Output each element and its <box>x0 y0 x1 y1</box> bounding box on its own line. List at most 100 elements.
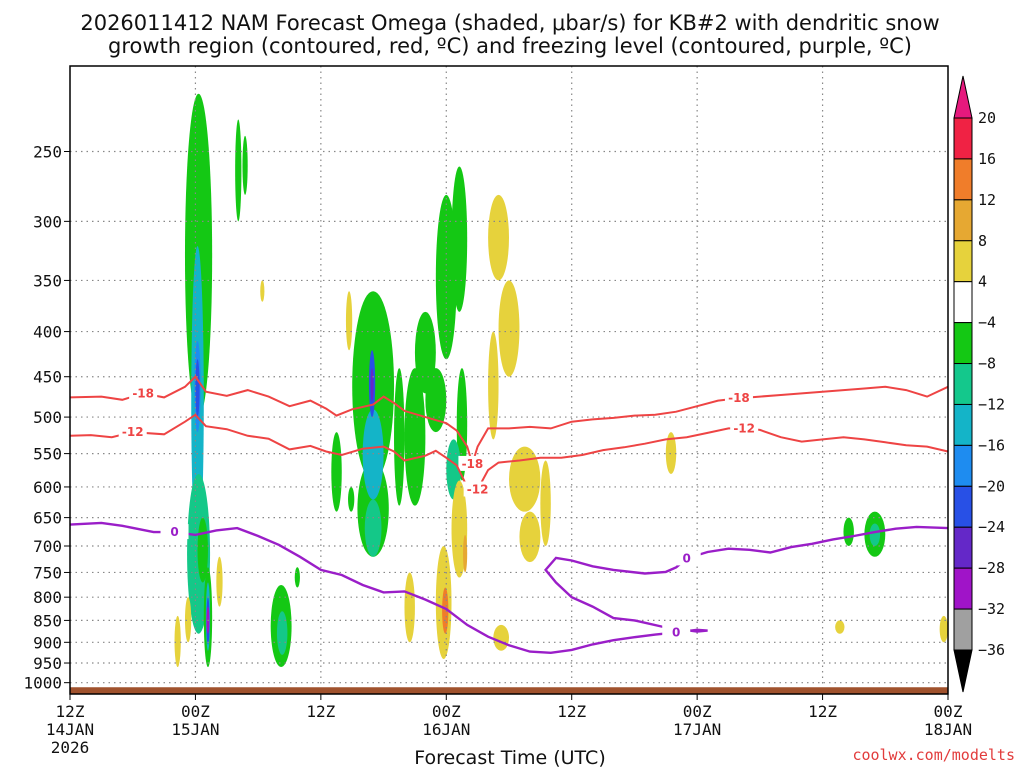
colorbar: 20 16 12 8 4 −4 −8 −12 −16 −20 −24 −28 −32 −36 <box>953 75 1005 693</box>
y-tick-label: 850 <box>33 611 62 630</box>
omega-shade-cell <box>843 517 854 547</box>
x-tick-label: 12Z <box>557 702 586 721</box>
omega-shade-cell <box>294 567 300 588</box>
chart-title-line1: 2026011412 NAM Forecast Omega (shaded, μ… <box>80 11 939 35</box>
y-tick-label: 950 <box>33 654 62 673</box>
dgz_minus18-contour-label-bg <box>724 390 753 406</box>
y-tick-label: 800 <box>33 588 62 607</box>
colorbar-bottom-triangle <box>953 649 973 693</box>
omega-shade-cell <box>451 166 468 312</box>
dgz_minus12-contour-label: -12 <box>733 421 755 435</box>
dgz_minus12-contour-label-bg <box>730 420 759 436</box>
colorbar-swatch <box>953 117 973 160</box>
x-tick-label: 12Z <box>306 702 335 721</box>
freezing_level-contour-label-bg <box>672 550 701 566</box>
omega-shade-cell <box>488 331 499 440</box>
omega-shade-cell <box>509 446 541 512</box>
omega-shade-cell <box>242 135 248 195</box>
omega-shade-cell <box>425 368 447 433</box>
colorbar-label: −36 <box>978 641 1005 659</box>
omega-shade-cell <box>216 556 223 607</box>
colorbar-label: 8 <box>978 232 987 250</box>
y-tick-label: 450 <box>33 368 62 387</box>
x-tick-label: 00Z <box>683 702 712 721</box>
y-tick-label: 700 <box>33 537 62 556</box>
dgz_minus18-contour-label-bg <box>458 455 487 471</box>
x-tick-date-label: 14JAN <box>46 720 94 739</box>
omega-shade-cell <box>540 460 551 547</box>
omega-shade-cell <box>362 409 384 500</box>
colorbar-swatch <box>953 526 973 569</box>
omega-shade-cell <box>488 194 509 281</box>
chart-title-line2: growth region (contoured, red, ºC) and f… <box>108 34 912 58</box>
y-tick-label: 1000 <box>23 674 62 693</box>
y-tick-label: 600 <box>33 478 62 497</box>
omega-shading <box>174 93 948 668</box>
x-tick-label: 00Z <box>432 702 461 721</box>
y-tick-label: 650 <box>33 509 62 528</box>
omega-shade-cell <box>435 194 457 360</box>
colorbar-label: 20 <box>978 109 996 127</box>
y-tick-label: 300 <box>33 212 62 231</box>
colorbar-label: −8 <box>978 355 996 373</box>
y-tick-label: 250 <box>33 142 62 161</box>
colorbar-swatch <box>953 158 973 201</box>
colorbar-swatch <box>953 567 973 610</box>
colorbar-swatch <box>953 403 973 446</box>
omega-shade-cell <box>835 620 845 634</box>
omega-shade-cell <box>331 432 342 512</box>
omega-shade-cell <box>235 119 242 222</box>
y-tick-label: 400 <box>33 323 62 342</box>
x-axis-label: Forecast Time (UTC) <box>414 747 605 768</box>
colorbar-label: −28 <box>978 559 1005 577</box>
colorbar-label: 12 <box>978 191 996 209</box>
colorbar-top-triangle <box>953 75 973 119</box>
y-tick-label: 750 <box>33 563 62 582</box>
freezing_level-contour-label-bg <box>662 624 691 640</box>
plot-area: -18 -18 -18 -12 -12 -12 0 0 0 <box>69 65 949 695</box>
omega-shade-cell <box>493 624 509 651</box>
colorbar-label: −16 <box>978 436 1005 454</box>
colorbar-label: −32 <box>978 600 1005 618</box>
x-tick-date-label: 18JAN <box>924 720 972 739</box>
plot-frame <box>69 65 949 695</box>
dgz_minus12-contour-label-bg <box>463 481 492 497</box>
omega-shade-cell <box>348 486 355 512</box>
x-tick-date-label: 17JAN <box>673 720 721 739</box>
dgz_minus18-contour-label: -18 <box>462 457 484 471</box>
x-tick-year-label: 2026 <box>51 738 90 757</box>
colorbar-swatch <box>953 363 973 405</box>
colorbar-label: −24 <box>978 518 1005 536</box>
omega-shade-cell <box>394 368 405 506</box>
freezing_level-contour-line <box>69 521 949 655</box>
dgz_minus12-contour-label: -12 <box>467 482 489 496</box>
colorbar-swatch <box>953 608 973 651</box>
freezing_level-contour-label-bg <box>160 524 189 540</box>
omega-shade-cell <box>345 291 353 351</box>
colorbar-swatch <box>953 240 973 283</box>
colorbar-swatch <box>953 199 973 242</box>
omega-shade-cell <box>370 368 374 402</box>
dgz_minus18-contour-label: -18 <box>132 386 154 400</box>
omega-shade-cell <box>519 511 541 563</box>
omega-shade-cell <box>665 432 677 474</box>
y-axis: 250 300 350 400 450 500 550 600 650 700 750 800 850 9… <box>23 142 70 693</box>
colorbar-label: −4 <box>978 314 996 332</box>
omega-shade-cell <box>195 359 200 418</box>
omega-shade-cell <box>869 523 881 547</box>
y-tick-label: 900 <box>33 633 62 652</box>
y-tick-label: 350 <box>33 271 62 290</box>
colorbar-label: 4 <box>978 273 987 291</box>
omega-shade-cell <box>364 499 382 557</box>
x-tick-label: 12Z <box>56 702 85 721</box>
colorbar-label: −20 <box>978 477 1005 495</box>
terrain-band <box>70 687 948 694</box>
plot-background <box>70 66 948 694</box>
credit-text: coolwx.com/modelts <box>852 746 1015 764</box>
omega-shade-cell <box>939 615 948 643</box>
colorbar-swatch <box>953 322 973 365</box>
x-tick-date-label: 16JAN <box>422 720 470 739</box>
colorbar-swatch <box>953 281 973 324</box>
freezing_level-contour-label: 0 <box>170 525 178 539</box>
